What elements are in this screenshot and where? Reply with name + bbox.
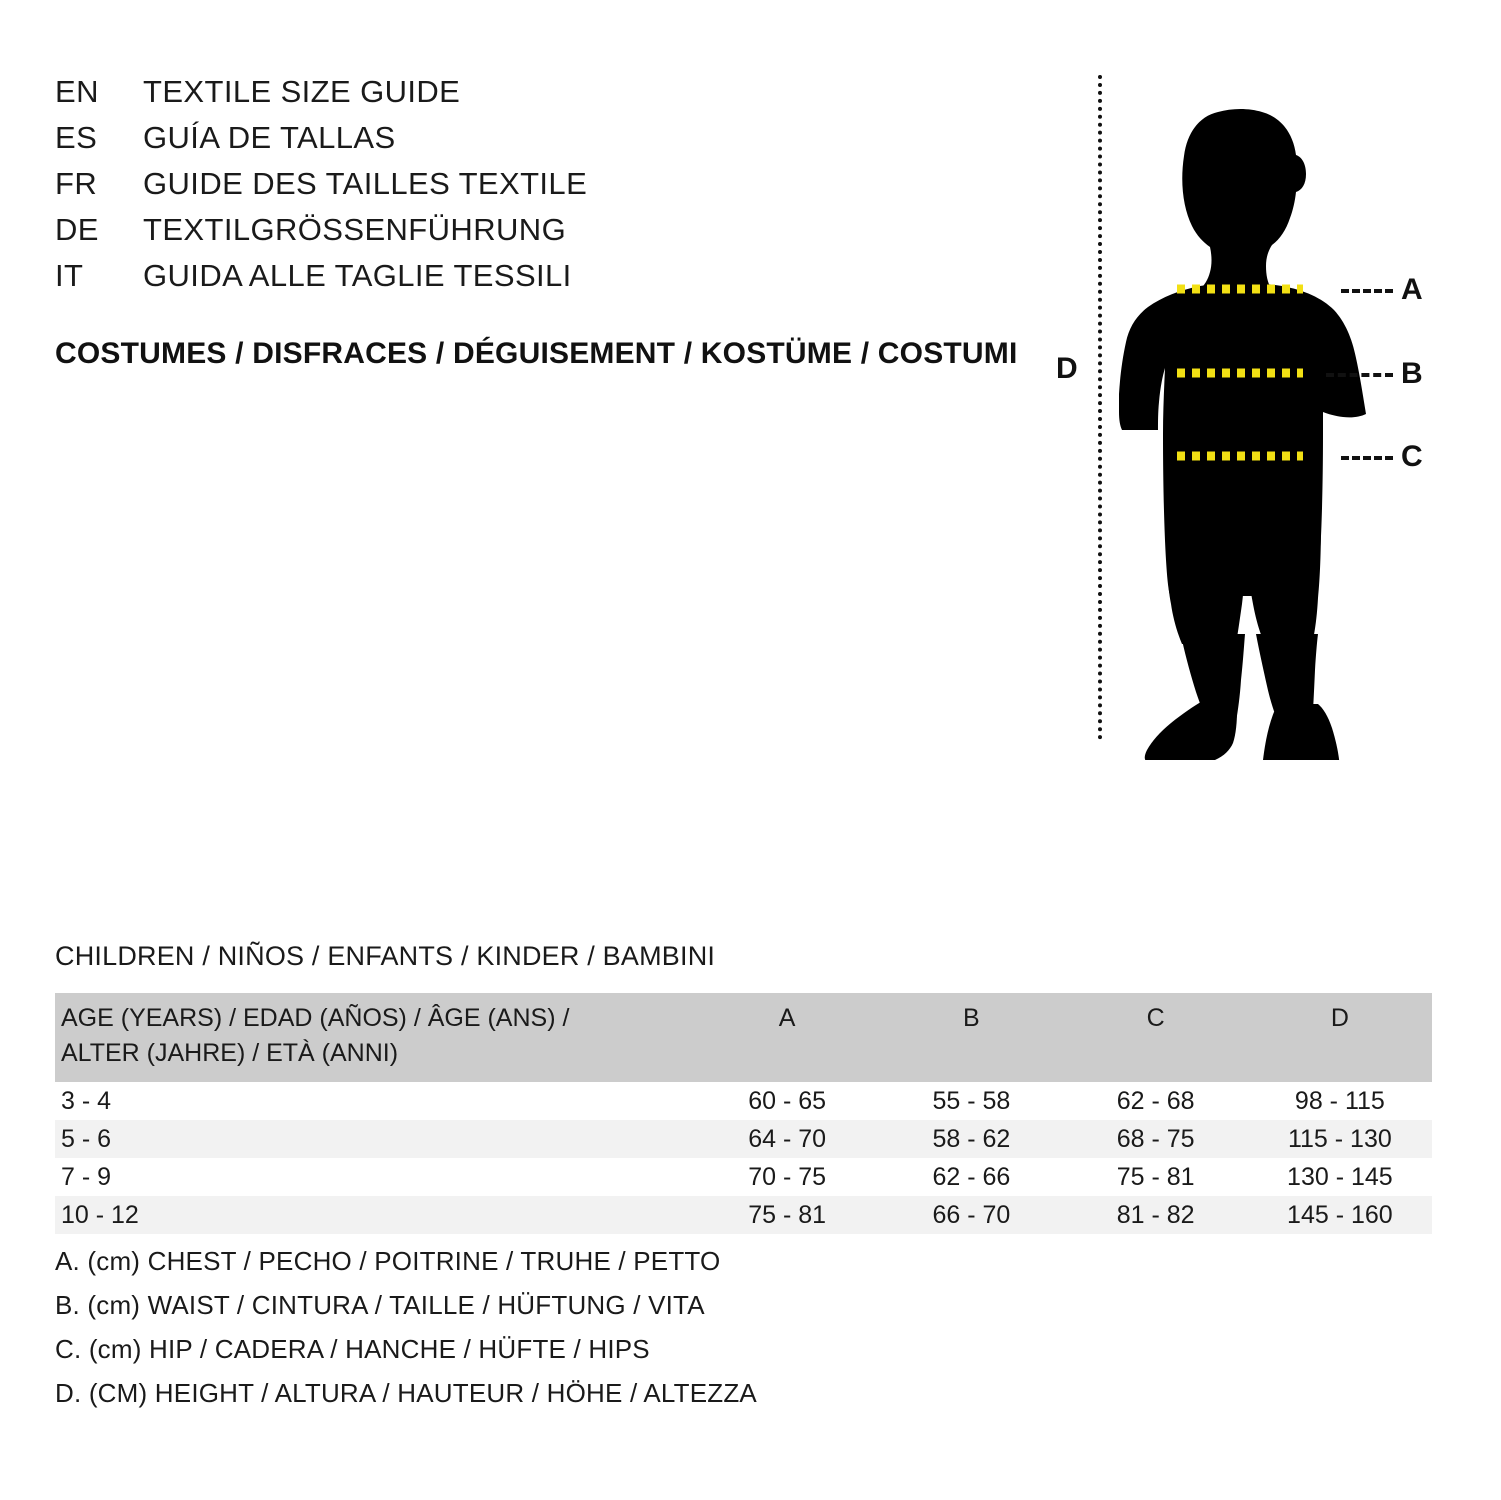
column-header-age-line1: AGE (YEARS) / EDAD (AÑOS) / ÂGE (ANS) / bbox=[61, 1004, 570, 1032]
language-text-de: TEXTILGRÖSSENFÜHRUNG bbox=[143, 212, 567, 247]
cell-c: 62 - 68 bbox=[1116, 1086, 1195, 1115]
size-table: AGE (YEARS) / EDAD (AÑOS) / ÂGE (ANS) / A… bbox=[55, 993, 1432, 1234]
language-code-it: IT bbox=[55, 258, 84, 293]
cell-d: 145 - 160 bbox=[1247, 1196, 1432, 1234]
cell-age: 7 - 9 bbox=[61, 1162, 112, 1191]
cell-age: 5 - 6 bbox=[55, 1120, 695, 1158]
language-row-de: DE TEXTILGRÖSSENFÜHRUNG bbox=[55, 212, 675, 258]
figure-label-a: A bbox=[1401, 273, 1423, 306]
cell-a: 64 - 70 bbox=[695, 1120, 880, 1158]
table-header-row: AGE (YEARS) / EDAD (AÑOS) / ÂGE (ANS) / A… bbox=[55, 993, 1432, 1082]
language-code-fr: FR bbox=[55, 166, 98, 201]
cell-d: 98 - 115 bbox=[1294, 1086, 1385, 1115]
leader-line-a bbox=[1341, 289, 1393, 293]
child-silhouette-icon bbox=[1119, 109, 1366, 760]
cell-b: 58 - 62 bbox=[879, 1120, 1064, 1158]
column-header-b: B bbox=[879, 993, 1064, 1082]
language-code-en: EN bbox=[55, 74, 99, 109]
cell-c: 75 - 81 bbox=[1116, 1162, 1195, 1191]
language-title-block: EN TEXTILE SIZE GUIDE ES GUÍA DE TALLAS … bbox=[55, 74, 675, 304]
cell-b: 55 - 58 bbox=[932, 1086, 1011, 1115]
language-row-es: ES GUÍA DE TALLAS bbox=[55, 120, 675, 166]
language-text-en: TEXTILE SIZE GUIDE bbox=[143, 74, 461, 109]
language-text-fr: GUIDE DES TAILLES TEXTILE bbox=[143, 166, 588, 201]
figure-label-d: D bbox=[1056, 352, 1078, 385]
language-code-es: ES bbox=[55, 120, 98, 155]
costumes-subtitle: COSTUMES / DISFRACES / DÉGUISEMENT / KOS… bbox=[55, 337, 1018, 370]
table-row: 3 - 4 60 - 65 55 - 58 62 - 68 98 - 115 bbox=[55, 1082, 1432, 1120]
table-row: 7 - 9 70 - 75 62 - 66 75 - 81 130 - 145 bbox=[55, 1158, 1432, 1196]
cell-d: 130 - 145 bbox=[1287, 1162, 1393, 1191]
language-row-en: EN TEXTILE SIZE GUIDE bbox=[55, 74, 675, 120]
column-header-age-line2: ALTER (JAHRE) / ETÀ (ANNI) bbox=[61, 1038, 399, 1067]
cell-c: 68 - 75 bbox=[1063, 1120, 1248, 1158]
children-group-title: CHILDREN / NIÑOS / ENFANTS / KINDER / BA… bbox=[55, 941, 716, 971]
column-header-age: AGE (YEARS) / EDAD (AÑOS) / ÂGE (ANS) / A… bbox=[55, 993, 695, 1082]
table-row: 5 - 6 64 - 70 58 - 62 68 - 75 115 - 130 bbox=[55, 1120, 1432, 1158]
table-row: 10 - 12 75 - 81 66 - 70 81 - 82 145 - 16… bbox=[55, 1196, 1432, 1234]
column-header-a: A bbox=[695, 993, 880, 1082]
leader-line-b bbox=[1326, 373, 1393, 377]
column-header-c: C bbox=[1063, 993, 1248, 1082]
language-row-it: IT GUIDA ALLE TAGLIE TESSILI bbox=[55, 258, 675, 304]
column-header-d: D bbox=[1247, 993, 1432, 1082]
cell-a: 75 - 81 bbox=[695, 1196, 880, 1234]
language-text-it: GUIDA ALLE TAGLIE TESSILI bbox=[143, 258, 572, 293]
cell-a: 70 - 75 bbox=[748, 1162, 827, 1191]
figure-illustration bbox=[1040, 60, 1480, 760]
language-code-de: DE bbox=[55, 212, 99, 247]
cell-b: 62 - 66 bbox=[932, 1162, 1011, 1191]
cell-age: 10 - 12 bbox=[55, 1196, 695, 1234]
legend-item-a: A. (cm) CHEST / PECHO / POITRINE / TRUHE… bbox=[55, 1246, 721, 1276]
height-reference-line bbox=[1098, 75, 1102, 740]
cell-d: 115 - 130 bbox=[1247, 1120, 1432, 1158]
language-text-es: GUÍA DE TALLAS bbox=[143, 120, 396, 155]
cell-a: 60 - 65 bbox=[748, 1086, 827, 1115]
figure-label-b: B bbox=[1401, 357, 1423, 390]
leader-line-c bbox=[1341, 456, 1393, 460]
cell-b: 66 - 70 bbox=[879, 1196, 1064, 1234]
measurement-legend: A. (cm) CHEST / PECHO / POITRINE / TRUHE… bbox=[55, 1248, 955, 1424]
legend-item-d: D. (CM) HEIGHT / ALTURA / HAUTEUR / HÖHE… bbox=[55, 1378, 757, 1408]
cell-age: 3 - 4 bbox=[61, 1086, 112, 1115]
figure-label-c: C bbox=[1401, 440, 1423, 473]
cell-c: 81 - 82 bbox=[1063, 1196, 1248, 1234]
legend-item-b: B. (cm) WAIST / CINTURA / TAILLE / HÜFTU… bbox=[55, 1290, 705, 1320]
legend-item-c: C. (cm) HIP / CADERA / HANCHE / HÜFTE / … bbox=[55, 1334, 650, 1364]
language-row-fr: FR GUIDE DES TAILLES TEXTILE bbox=[55, 166, 675, 212]
